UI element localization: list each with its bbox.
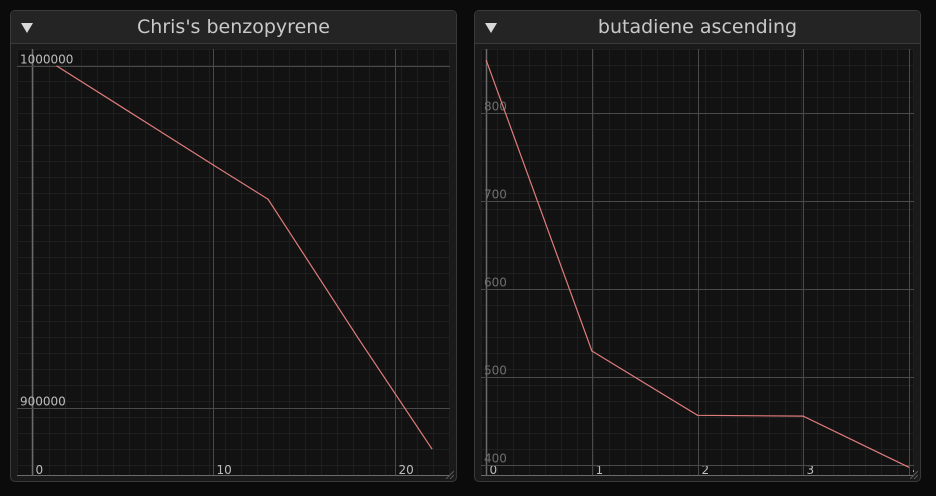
x-tick-label: 2 (702, 463, 710, 476)
chart-panel-butadiene: butadiene ascending 01234400500600700800 (474, 10, 921, 482)
panel-header[interactable]: butadiene ascending (475, 11, 920, 44)
collapse-triangle-icon[interactable] (21, 23, 33, 33)
y-tick-label: 700 (484, 188, 507, 202)
y-tick-label: 600 (484, 276, 507, 290)
panel-title: butadiene ascending (597, 16, 798, 38)
x-tick-label: 1 (596, 463, 604, 476)
x-tick-label: 20 (399, 463, 414, 476)
data-point (591, 350, 593, 352)
panel-header[interactable]: Chris's benzopyrene (11, 11, 456, 44)
resize-grip-icon[interactable] (444, 469, 454, 479)
chart-panel-benzopyrene: Chris's benzopyrene 0 10 20 900000 1000000 (10, 10, 457, 482)
data-point (358, 338, 360, 340)
data-point (696, 414, 699, 416)
x-tick-label: 3 (807, 463, 815, 476)
data-point (485, 59, 487, 62)
y-tick-label: 500 (484, 364, 507, 378)
resize-grip-icon[interactable] (908, 469, 918, 479)
x-tick-label: 0 (490, 463, 498, 476)
y-tick-label: 900000 (20, 395, 66, 409)
data-point (431, 448, 433, 450)
data-point (56, 65, 58, 67)
chart-svg: 0 10 20 900000 1000000 (17, 49, 450, 476)
chart-svg: 01234400500600700800 (481, 49, 914, 476)
x-tick-label: 4 (913, 463, 915, 476)
x-tick-label: 0 (36, 463, 44, 476)
data-point (212, 164, 215, 166)
plot-area[interactable]: 0 10 20 900000 1000000 (17, 49, 450, 476)
y-tick-label: 400 (484, 452, 507, 466)
y-tick-label: 1000000 (20, 53, 73, 67)
collapse-triangle-icon[interactable] (485, 23, 497, 33)
plot-area[interactable]: 01234400500600700800 (481, 49, 914, 476)
data-point (267, 198, 269, 200)
data-point (802, 415, 804, 417)
data-point (908, 466, 910, 468)
x-tick-label: 10 (217, 463, 232, 476)
series-line[interactable] (485, 60, 909, 468)
panel-title: Chris's benzopyrene (137, 16, 330, 38)
